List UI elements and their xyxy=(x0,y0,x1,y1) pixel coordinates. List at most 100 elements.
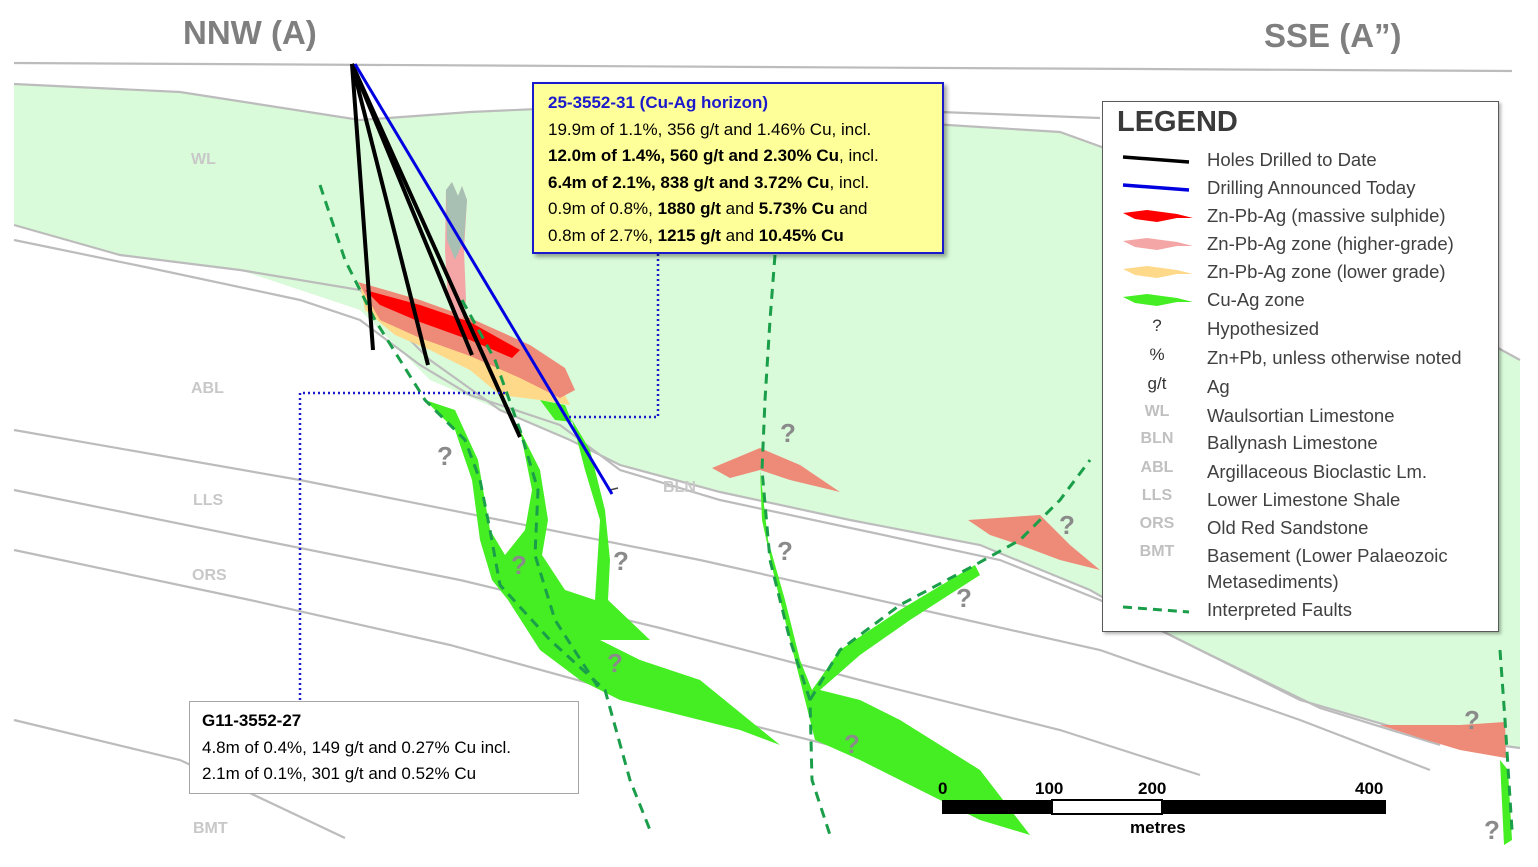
legend-label: Zn+Pb, unless otherwise noted xyxy=(1207,345,1462,371)
intercept-text: 6.4m of 2.1%, 838 g/t and 3.72% Cu xyxy=(548,172,830,192)
legend-item: Zn-Pb-Ag zone (higher-grade) xyxy=(1103,229,1498,257)
legend-label: Holes Drilled to Date xyxy=(1207,147,1377,173)
new-hole-results-callout: 25-3552-31 (Cu-Ag horizon) 19.9m of 1.1%… xyxy=(532,82,944,254)
legend-label-text: Zn-Pb-Ag (massive sulphide) xyxy=(1207,205,1446,226)
legend-label: Argillaceous Bioclastic Lm. xyxy=(1207,459,1427,485)
new-hole-intercepts: 19.9m of 1.1%, 356 g/t and 1.46% Cu, inc… xyxy=(548,117,942,250)
scale-tick-label: 400 xyxy=(1355,779,1384,798)
legend-item: BLN Ballynash Limestone xyxy=(1103,428,1498,456)
intercept-text: 12.0m of 1.4%, 560 g/t and 2.30% Cu xyxy=(548,146,840,165)
legend-item: Cu-Ag zone xyxy=(1103,285,1498,313)
hypothesized-marker: ? xyxy=(780,418,796,448)
legend-symbol: % xyxy=(1149,345,1165,364)
legend-label: Interpreted Faults xyxy=(1207,597,1352,623)
legend-label: Zn-Pb-Ag (massive sulphide) xyxy=(1207,203,1446,229)
hypothesized-marker: ? xyxy=(1464,705,1480,735)
hypothesized-marker: ? xyxy=(1059,510,1075,540)
intercept-text: 1215 g/t xyxy=(657,225,721,245)
intercept-text: 0.8m of 2.7%, xyxy=(548,225,658,245)
legend-symbol: BMT xyxy=(1139,543,1175,560)
legend-swatch-icon xyxy=(1117,260,1197,282)
legend-line-icon xyxy=(1117,148,1197,170)
legend-label: Zn-Pb-Ag zone (higher-grade) xyxy=(1207,231,1454,257)
intercept-text: , incl. xyxy=(829,172,870,192)
scale-unit-label: metres xyxy=(1130,818,1186,837)
interpreted-faults xyxy=(318,184,1514,836)
legend-symbol: ? xyxy=(1152,316,1162,335)
intercept-text: 19.9m of 1.1%, 356 g/t and 1.46% Cu, inc… xyxy=(548,119,872,139)
legend-label: Cu-Ag zone xyxy=(1207,287,1305,313)
intercept-text: , incl. xyxy=(839,146,879,165)
legend-item: g/t Ag xyxy=(1103,372,1498,400)
legend-label-text: Ballynash Limestone xyxy=(1207,432,1378,453)
legend-symbol: ABL xyxy=(1140,459,1174,476)
scale-tick-label: 0 xyxy=(938,779,948,798)
right-direction-label: SSE (A”) xyxy=(1264,17,1402,54)
legend-label-text: Lower Limestone Shale xyxy=(1207,489,1401,510)
intercept-line: 4.8m of 0.4%, 149 g/t and 0.27% Cu incl. xyxy=(202,735,578,762)
legend-swatch-icon xyxy=(1117,232,1197,254)
intercept-line: 19.9m of 1.1%, 356 g/t and 1.46% Cu, inc… xyxy=(548,117,942,144)
intercept-text: 0.9m of 0.8%, xyxy=(548,199,658,218)
legend-symbol: ORS xyxy=(1139,515,1175,532)
legend-item: Zn-Pb-Ag zone (lower grade) xyxy=(1103,257,1498,285)
legend-label: Drilling Announced Today xyxy=(1207,175,1415,201)
legend-item: BMT Basement (Lower Palaeozoic Metasedimen… xyxy=(1103,541,1498,592)
holes-drilled-to-date xyxy=(350,63,522,438)
intercept-text: 10.45% Cu xyxy=(758,225,844,245)
legend-symbol: WL xyxy=(1144,403,1170,420)
intercept-text: and xyxy=(720,225,759,245)
hypothesized-marker: ? xyxy=(437,441,453,471)
legend-label: Ag xyxy=(1207,374,1230,400)
legend-label-text: Zn+Pb, unless otherwise noted xyxy=(1207,347,1462,368)
legend-label: Hypothesized xyxy=(1207,316,1319,342)
legend-label-text: Interpreted Faults xyxy=(1207,599,1352,620)
legend: LEGEND Holes Drilled to Date Drilling Ann… xyxy=(1102,101,1499,632)
legend-item: ABL Argillaceous Bioclastic Lm. xyxy=(1103,457,1498,485)
intercept-line: 6.4m of 2.1%, 838 g/t and 3.72% Cu, incl… xyxy=(548,170,942,197)
legend-line-icon xyxy=(1117,598,1197,620)
legend-item: Drilling Announced Today xyxy=(1103,173,1498,201)
legend-symbol: g/t xyxy=(1147,374,1167,393)
legend-label: Waulsortian Limestone xyxy=(1207,403,1394,429)
unit-label-ors: ORS xyxy=(192,567,227,584)
legend-item: ? Hypothesized xyxy=(1103,314,1498,342)
previous-hole-intercepts: 4.8m of 0.4%, 149 g/t and 0.27% Cu incl.… xyxy=(202,735,578,788)
unit-label-wl: WL xyxy=(191,151,216,168)
previous-hole-results-callout: G11-3552-27 4.8m of 0.4%, 149 g/t and 0.… xyxy=(189,701,579,794)
new-hole-title: 25-3552-31 (Cu-Ag horizon) xyxy=(548,93,769,112)
intercept-line: 0.9m of 0.8%, 1880 g/t and 5.73% Cu and xyxy=(548,196,942,223)
intercept-text: and xyxy=(720,199,759,218)
legend-label: Old Red Sandstone xyxy=(1207,515,1368,541)
legend-item: ORS Old Red Sandstone xyxy=(1103,513,1498,541)
legend-line-icon xyxy=(1117,176,1197,198)
hypothesized-marker: ? xyxy=(511,550,527,580)
legend-label: Lower Limestone Shale xyxy=(1207,487,1400,513)
legend-symbol: BLN xyxy=(1140,430,1174,447)
legend-label-text: Zn-Pb-Ag zone (higher-grade) xyxy=(1207,233,1454,254)
legend-item: Zn-Pb-Ag (massive sulphide) xyxy=(1103,201,1498,229)
hypothesized-marker: ? xyxy=(1484,815,1500,845)
legend-label-text: Waulsortian Limestone xyxy=(1207,405,1395,426)
legend-swatch-icon xyxy=(1117,204,1197,226)
legend-label-text: Zn-Pb-Ag zone (lower grade) xyxy=(1207,261,1446,282)
scale-tick-label: 100 xyxy=(1035,779,1064,798)
legend-title: LEGEND xyxy=(1117,106,1238,138)
legend-label: Basement (Lower Palaeozoic Metasediments) xyxy=(1207,543,1448,595)
zn-pb-ag-massive-sulphide-zone xyxy=(365,290,520,358)
unit-label-bmt: BMT xyxy=(193,820,228,837)
legend-label-text: Metasediments) xyxy=(1207,571,1339,592)
intercept-text: 1880 g/t xyxy=(657,199,721,218)
intercept-text: and xyxy=(834,199,868,218)
legend-swatch-icon xyxy=(1117,288,1197,310)
hypothesized-marker: ? xyxy=(777,536,793,566)
scale-tick-label: 200 xyxy=(1138,779,1167,798)
unit-label-lls: LLS xyxy=(193,492,224,509)
legend-label-text: Argillaceous Bioclastic Lm. xyxy=(1207,461,1428,482)
legend-label: Zn-Pb-Ag zone (lower grade) xyxy=(1207,259,1446,285)
legend-label-text: Basement (Lower Palaeozoic xyxy=(1207,545,1448,566)
legend-label-text: Ag xyxy=(1207,376,1230,397)
drilling-announced-today xyxy=(353,63,614,495)
legend-item: Interpreted Faults xyxy=(1103,595,1498,623)
intercept-line: 0.8m of 2.7%, 1215 g/t and 10.45% Cu xyxy=(548,223,942,250)
